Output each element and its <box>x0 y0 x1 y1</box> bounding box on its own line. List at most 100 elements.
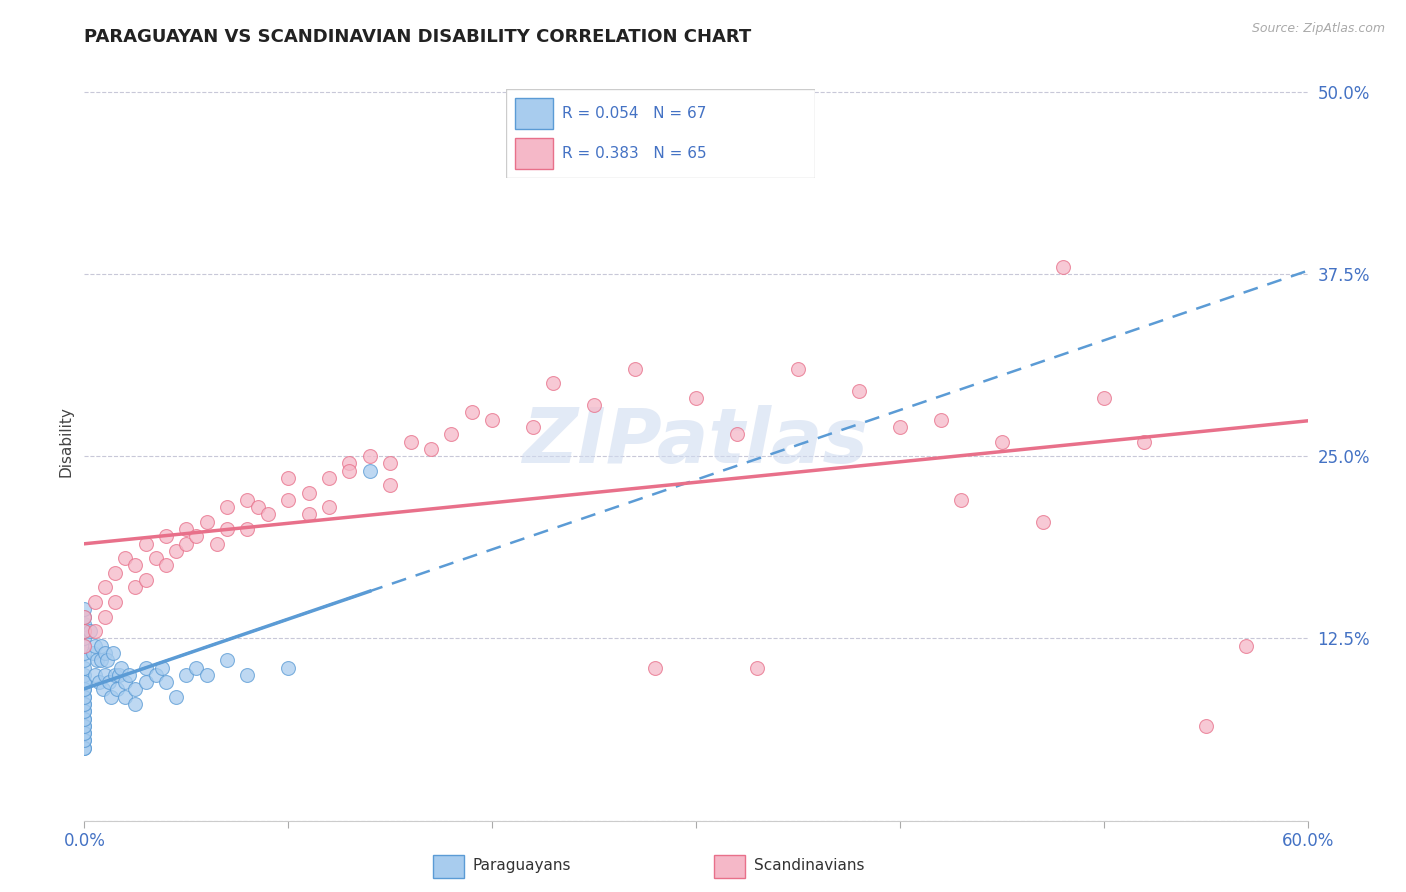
Point <box>889 420 911 434</box>
Point <box>298 508 321 522</box>
Point <box>90 653 112 667</box>
Point <box>73 609 96 624</box>
Point <box>1092 391 1115 405</box>
Point <box>73 675 96 690</box>
Point <box>929 412 952 426</box>
Point <box>440 427 463 442</box>
Point <box>380 478 402 492</box>
Point <box>461 405 484 419</box>
Point <box>83 668 105 682</box>
Point <box>543 376 565 391</box>
Point <box>145 668 167 682</box>
Point <box>522 420 544 434</box>
FancyBboxPatch shape <box>516 138 553 169</box>
Point <box>195 668 218 682</box>
Point <box>787 361 810 376</box>
Point <box>73 639 96 653</box>
Point <box>73 616 96 631</box>
Point <box>104 595 127 609</box>
Point <box>174 522 197 536</box>
Point <box>82 646 104 660</box>
Point <box>135 675 157 690</box>
Point <box>73 697 96 711</box>
Point <box>83 595 105 609</box>
Point <box>145 551 167 566</box>
Point <box>73 682 96 697</box>
Point <box>380 457 402 471</box>
Point <box>848 384 870 398</box>
Point <box>165 690 187 704</box>
Point <box>420 442 443 456</box>
Point <box>73 682 96 697</box>
Point <box>73 719 96 733</box>
Point <box>155 675 177 690</box>
Text: PARAGUAYAN VS SCANDINAVIAN DISABILITY CORRELATION CHART: PARAGUAYAN VS SCANDINAVIAN DISABILITY CO… <box>84 28 752 45</box>
Point <box>318 471 340 485</box>
Point <box>100 690 122 704</box>
Point <box>73 690 96 704</box>
Point <box>174 536 197 550</box>
FancyBboxPatch shape <box>714 855 745 878</box>
Point <box>246 500 269 515</box>
Text: Source: ZipAtlas.com: Source: ZipAtlas.com <box>1251 22 1385 36</box>
Point <box>73 624 96 639</box>
Point <box>73 639 96 653</box>
Point <box>685 391 707 405</box>
Point <box>1052 260 1074 274</box>
Point <box>236 668 259 682</box>
Point <box>174 668 197 682</box>
Point <box>644 660 666 674</box>
Point <box>236 492 259 507</box>
Point <box>73 740 96 755</box>
Point <box>217 522 239 536</box>
Point <box>93 668 115 682</box>
Point <box>257 508 280 522</box>
Text: Scandinavians: Scandinavians <box>754 858 865 872</box>
Point <box>93 609 115 624</box>
Point <box>73 653 96 667</box>
Point <box>73 697 96 711</box>
Point <box>73 704 96 718</box>
Point <box>73 712 96 726</box>
Point <box>124 580 146 594</box>
Point <box>399 434 422 449</box>
Point <box>73 733 96 747</box>
Point <box>135 573 157 587</box>
Point <box>991 434 1014 449</box>
Point <box>73 646 96 660</box>
Point <box>481 412 503 426</box>
Point <box>359 464 381 478</box>
Point <box>1195 719 1218 733</box>
Y-axis label: Disability: Disability <box>58 406 73 477</box>
Point <box>1236 639 1258 653</box>
Point <box>73 660 96 674</box>
Point <box>104 566 127 580</box>
Point <box>155 558 177 573</box>
Point <box>73 740 96 755</box>
FancyBboxPatch shape <box>506 89 815 178</box>
Point <box>277 471 299 485</box>
Point <box>725 427 748 442</box>
Point <box>83 624 105 639</box>
Point <box>73 668 96 682</box>
Point <box>135 660 157 674</box>
Text: Paraguayans: Paraguayans <box>472 858 571 872</box>
Point <box>105 682 128 697</box>
Point <box>79 624 101 639</box>
Point <box>236 522 259 536</box>
Point <box>87 675 110 690</box>
Point <box>114 551 136 566</box>
Point <box>318 500 340 515</box>
Point <box>624 361 647 376</box>
Point <box>110 660 132 674</box>
Point <box>1032 515 1054 529</box>
Point <box>747 660 769 674</box>
Point <box>950 492 973 507</box>
Text: R = 0.383   N = 65: R = 0.383 N = 65 <box>562 146 706 161</box>
Point <box>73 632 96 646</box>
Point <box>86 653 108 667</box>
Point <box>91 682 114 697</box>
Point <box>150 660 173 674</box>
Point <box>277 492 299 507</box>
Point <box>186 529 208 543</box>
